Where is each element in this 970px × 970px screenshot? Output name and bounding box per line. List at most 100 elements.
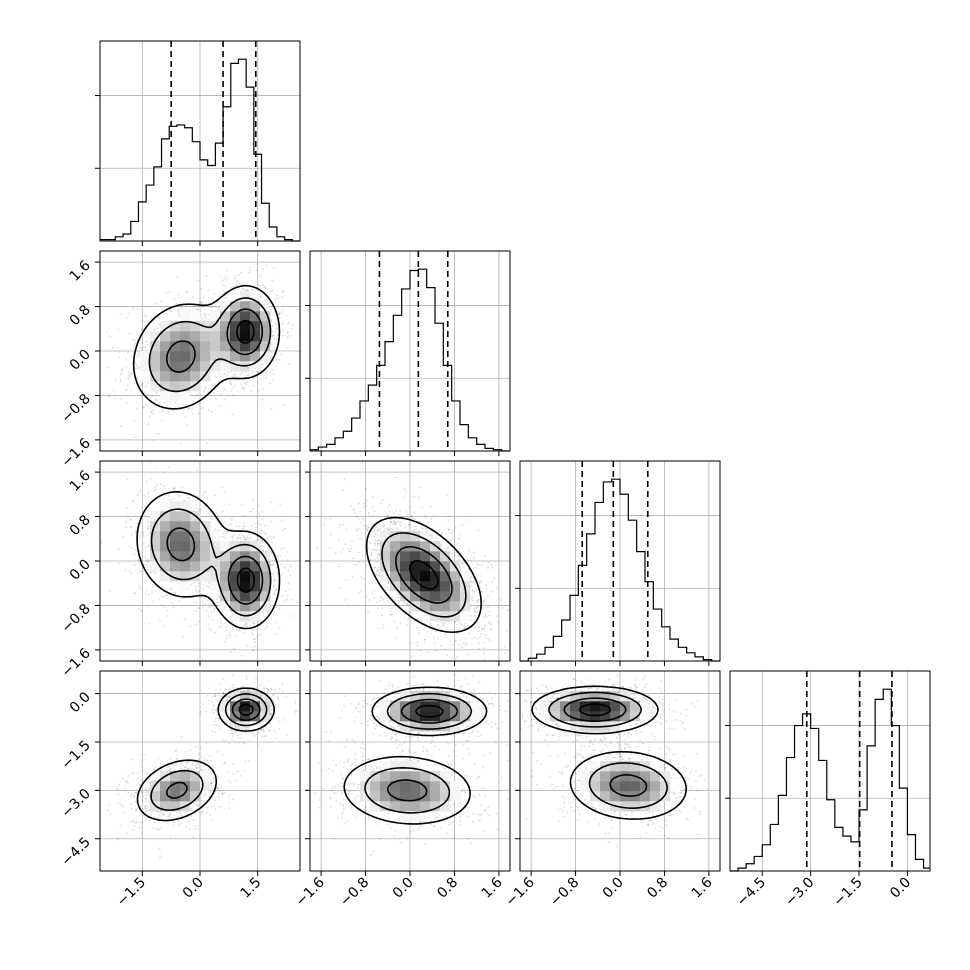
scatter-point <box>415 527 418 530</box>
scatter-point <box>203 596 206 599</box>
scatter-point <box>252 499 254 502</box>
scatter-point <box>248 538 251 541</box>
scatter-point <box>483 602 485 605</box>
scatter-point <box>243 536 246 539</box>
scatter-point <box>441 625 444 628</box>
density-cell <box>180 531 191 542</box>
scatter-point <box>273 267 275 269</box>
scatter-point <box>141 319 144 322</box>
scatter-point <box>210 610 212 613</box>
scatter-point <box>377 570 379 572</box>
scatter-point <box>219 375 222 378</box>
scatter-point <box>215 386 218 389</box>
scatter-point <box>385 516 388 518</box>
scatter-point <box>202 605 204 608</box>
scatter-point <box>170 587 173 590</box>
scatter-point <box>133 344 136 347</box>
scatter-point <box>419 649 422 652</box>
scatter-point <box>252 646 255 649</box>
scatter-point <box>157 316 160 319</box>
scatter-point <box>182 452 184 454</box>
scatter-point <box>245 623 248 625</box>
density-cell <box>180 321 191 332</box>
scatter-point <box>125 388 128 391</box>
scatter-point <box>447 515 450 518</box>
scatter-point <box>468 549 471 552</box>
scatter-point <box>145 480 148 483</box>
scatter-point <box>211 411 213 413</box>
scatter-point <box>272 593 275 596</box>
scatter-point <box>241 534 244 537</box>
density-cell <box>230 301 241 312</box>
scatter-point <box>201 406 204 409</box>
scatter-point <box>173 487 176 489</box>
density-cell <box>220 571 231 582</box>
scatter-point <box>243 387 246 389</box>
scatter-point <box>139 346 142 349</box>
scatter-point <box>208 313 210 316</box>
scatter-point <box>186 424 189 426</box>
density-cell <box>210 361 221 372</box>
scatter-point <box>270 541 273 544</box>
scatter-point <box>188 625 191 628</box>
density-cell <box>170 351 181 362</box>
scatter-point <box>160 603 163 606</box>
scatter-point <box>448 532 451 534</box>
scatter-point <box>141 552 144 555</box>
scatter-point <box>147 517 150 519</box>
scatter-point <box>231 528 234 531</box>
density-cell <box>140 371 151 382</box>
scatter-point <box>444 622 447 625</box>
scatter-point <box>403 487 405 490</box>
scatter-point <box>270 520 273 523</box>
scatter-point <box>191 407 193 410</box>
scatter-point <box>262 613 265 616</box>
scatter-point <box>463 627 466 630</box>
scatter-point <box>272 373 275 375</box>
scatter-point <box>271 334 273 337</box>
scatter-point <box>136 522 139 525</box>
scatter-point <box>233 647 236 650</box>
scatter-point <box>383 524 385 527</box>
scatter-point <box>431 535 433 538</box>
scatter-point <box>200 288 203 290</box>
density-cell <box>220 351 231 362</box>
scatter-point <box>261 511 264 513</box>
scatter-point <box>246 381 248 383</box>
scatter-point <box>447 547 450 550</box>
scatter-point <box>346 604 349 606</box>
scatter-point <box>491 566 494 569</box>
scatter-point <box>424 638 427 641</box>
scatter-point <box>242 535 245 538</box>
scatter-point <box>256 515 258 518</box>
scatter-point <box>246 374 248 377</box>
scatter-point <box>207 289 210 292</box>
scatter-point <box>172 410 175 412</box>
density-cell <box>180 581 191 592</box>
scatter-point <box>274 621 277 624</box>
scatter-point <box>236 536 239 539</box>
scatter-point <box>485 584 487 587</box>
scatter-point <box>381 627 384 629</box>
scatter-point <box>272 337 275 340</box>
scatter-point <box>376 539 379 542</box>
scatter-point <box>119 313 122 316</box>
scatter-point <box>430 518 433 520</box>
contour-level-3 <box>236 567 256 593</box>
scatter-point <box>378 542 381 545</box>
scatter-point <box>213 293 216 296</box>
density-cell <box>260 561 271 572</box>
scatter-point <box>266 611 269 613</box>
scatter-point <box>230 523 233 525</box>
scatter-point <box>388 613 391 616</box>
scatter-point <box>376 542 379 545</box>
scatter-point <box>177 309 180 311</box>
scatter-point <box>209 514 212 517</box>
scatter-point <box>204 386 207 389</box>
density-cell <box>220 341 231 352</box>
scatter-point <box>156 391 158 394</box>
scatter-point <box>178 599 180 602</box>
density-cell <box>230 361 241 372</box>
scatter-point <box>276 294 279 297</box>
scatter-point <box>195 609 198 612</box>
